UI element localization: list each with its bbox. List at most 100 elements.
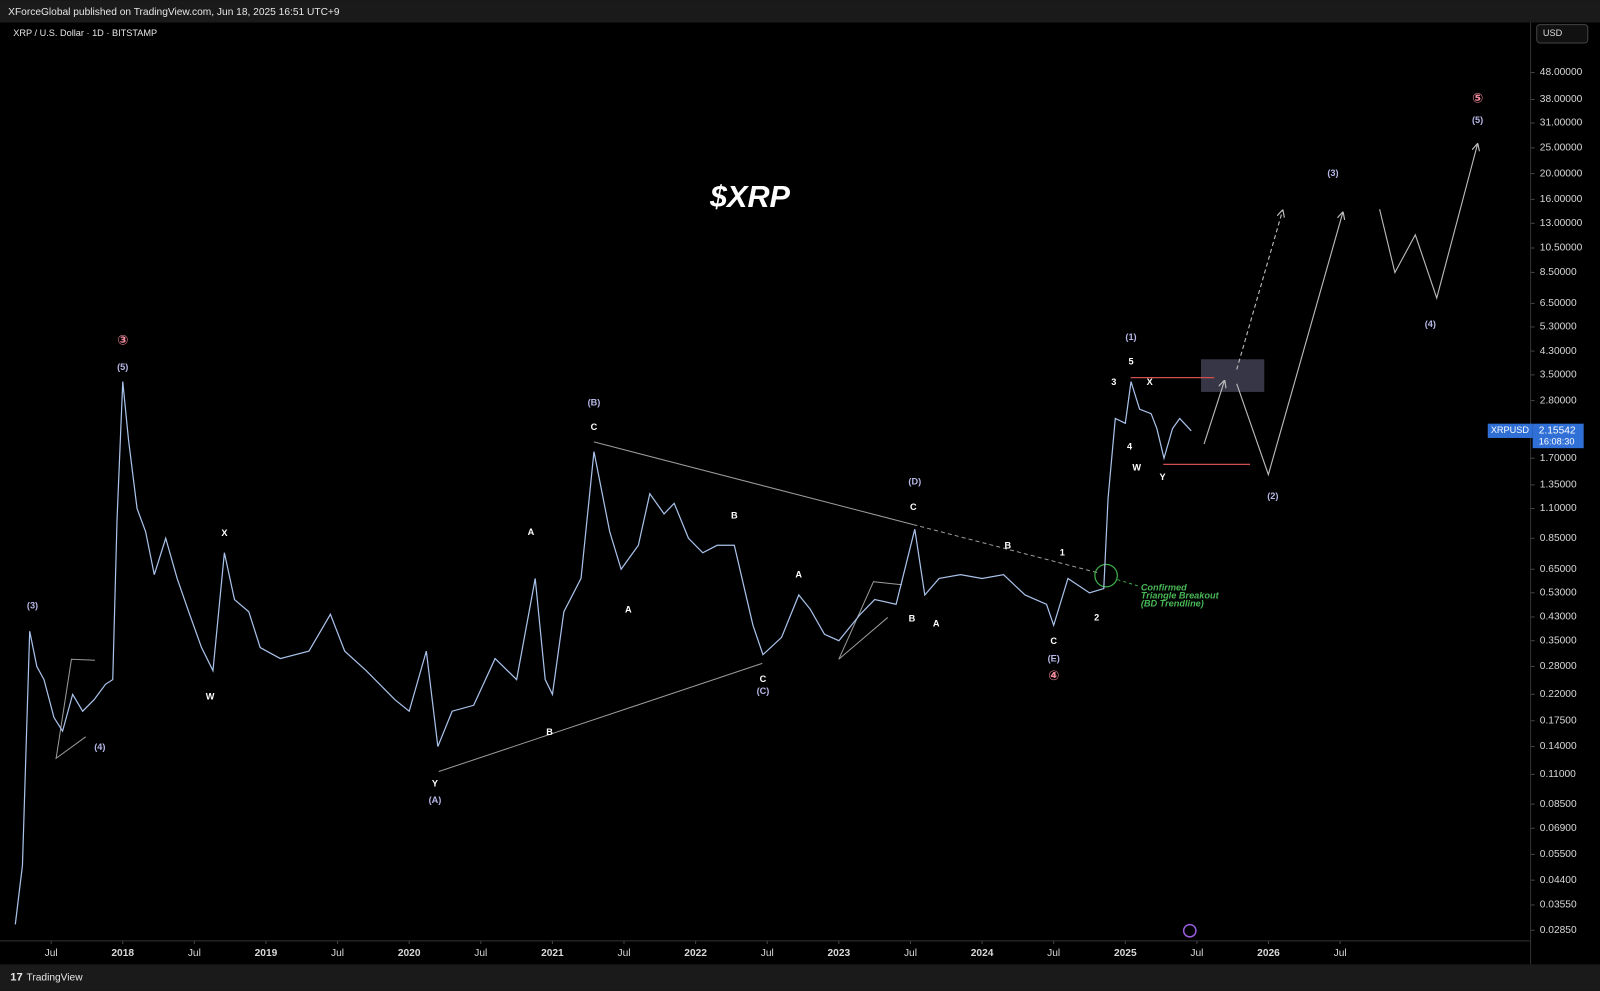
x-tick-label: 2024	[971, 948, 994, 959]
wave-label: (E)	[1048, 653, 1060, 663]
wave-label: X	[221, 528, 228, 538]
wave-label: C	[591, 422, 598, 432]
wave-label: (5)	[117, 362, 128, 372]
y-tick-label: 6.50000	[1540, 298, 1577, 309]
currency-box	[1536, 24, 1589, 44]
footer-bar	[0, 964, 1600, 991]
projection-arrow	[1203, 381, 1224, 445]
wave-label: (1)	[1125, 332, 1136, 342]
x-tick-label: 2018	[111, 948, 134, 959]
y-tick-label: 0.11000	[1540, 769, 1576, 780]
projection-dashed	[1236, 210, 1283, 370]
x-tick-label: Jul	[474, 948, 487, 959]
x-tick-label: Jul	[904, 948, 917, 959]
wave-label: (5)	[1472, 115, 1483, 125]
wave-label: (3)	[27, 600, 38, 610]
y-tick-label: 0.65000	[1540, 564, 1577, 575]
wave-label: B	[546, 727, 553, 737]
y-tick-label: 0.06900	[1540, 823, 1577, 834]
y-tick-label: 0.02850	[1540, 925, 1577, 936]
y-tick-label: 0.53000	[1540, 587, 1577, 598]
drawings	[55, 441, 1098, 773]
y-tick-label: 0.85000	[1540, 533, 1577, 544]
y-tick-label: 0.43000	[1540, 612, 1577, 623]
x-tick-label: Jul	[331, 948, 344, 959]
projection-arrow	[1379, 144, 1478, 300]
y-tick-label: 31.00000	[1540, 118, 1583, 129]
y-tick-label: 16.00000	[1540, 194, 1583, 205]
x-tick-label: Jul	[618, 948, 631, 959]
price-tag-label: 2.15542	[1539, 426, 1576, 437]
y-tick-label: 1.35000	[1540, 480, 1577, 491]
wave-label: C	[910, 502, 917, 512]
x-tick-label: 2022	[684, 948, 707, 959]
y-tick-label: 0.14000	[1540, 741, 1577, 752]
y-tick-label: 2.80000	[1540, 395, 1577, 406]
footer-logo-mark: 17	[10, 972, 22, 984]
chart-title: $XRP	[709, 180, 791, 214]
events-icon	[1182, 923, 1197, 938]
wave-label: 1	[1060, 547, 1065, 557]
x-tick-label: 2020	[398, 948, 421, 959]
wave-label: Y	[432, 779, 438, 789]
y-tick-label: 0.35000	[1540, 635, 1577, 646]
breakout-circle	[1094, 563, 1118, 588]
wave-label: ④	[1048, 668, 1059, 683]
wave-label: W	[206, 691, 215, 701]
wave-label: W	[1132, 463, 1141, 473]
x-tick-label: 2019	[255, 948, 278, 959]
x-tick-label: 2021	[541, 948, 564, 959]
y-tick-label: 0.04400	[1540, 875, 1577, 886]
wave-label: A	[528, 527, 535, 537]
y-tick-label: 38.00000	[1540, 94, 1583, 105]
y-tick-label: 10.50000	[1540, 243, 1583, 254]
countdown-label: 16:08:30	[1539, 436, 1575, 446]
wave-label: (4)	[94, 742, 105, 752]
x-tick-label: Jul	[45, 948, 58, 959]
currency: USD	[1543, 28, 1563, 38]
wave-label: B	[731, 511, 738, 521]
y-tick-label: 25.00000	[1540, 143, 1583, 154]
wave-label: (4)	[1425, 319, 1436, 329]
wave-label: 2	[1094, 612, 1099, 622]
y-tick-label: 48.00000	[1540, 67, 1583, 78]
y-tick-label: 1.10000	[1540, 503, 1577, 514]
x-tick-label: Jul	[1190, 948, 1203, 959]
wave-label: C	[760, 674, 767, 684]
y-tick-label: 0.22000	[1540, 689, 1577, 700]
y-tick-label: 0.28000	[1540, 661, 1577, 672]
breakout-note: (BD Trendline)	[1141, 599, 1204, 609]
triangle-lower-line	[438, 662, 763, 773]
wave-label: (2)	[1267, 491, 1278, 501]
small-triangle-2017	[55, 658, 95, 760]
triangle-upper-dashed	[913, 524, 1098, 574]
wave-label: X	[1147, 377, 1154, 387]
header-bar	[0, 0, 1600, 23]
y-tick-label: 0.17500	[1540, 715, 1577, 726]
breakout-note: Confirmed	[1141, 582, 1187, 592]
publish-info: XForceGlobal published on TradingView.co…	[8, 7, 340, 18]
wave-label: C	[1050, 636, 1057, 646]
x-tick-label: Jul	[761, 948, 774, 959]
wave-label: (3)	[1327, 168, 1338, 178]
x-tick-label: Jul	[1047, 948, 1060, 959]
breakout-note: Triangle Breakout	[1141, 590, 1220, 600]
symbol-title: XRP / U.S. Dollar · 1D · BITSTAMP	[13, 28, 157, 38]
wave-label: A	[625, 604, 632, 614]
x-tick-label: Jul	[188, 948, 201, 959]
wave-label: (B)	[588, 398, 601, 408]
wave-label: B	[909, 614, 916, 624]
wave-label: ③	[117, 332, 128, 347]
y-tick-label: 4.30000	[1540, 346, 1577, 357]
y-tick-label: 13.00000	[1540, 218, 1583, 229]
price-tag	[1532, 423, 1584, 449]
wave-label: (A)	[429, 795, 442, 805]
wave-label: 4	[1127, 442, 1133, 452]
y-tick-label: 5.30000	[1540, 322, 1577, 333]
y-tick-label: 3.50000	[1540, 370, 1577, 381]
wave-label: 3	[1111, 377, 1116, 387]
footer-brand: TradingView	[27, 972, 84, 983]
y-tick-label: 0.05500	[1540, 849, 1577, 860]
